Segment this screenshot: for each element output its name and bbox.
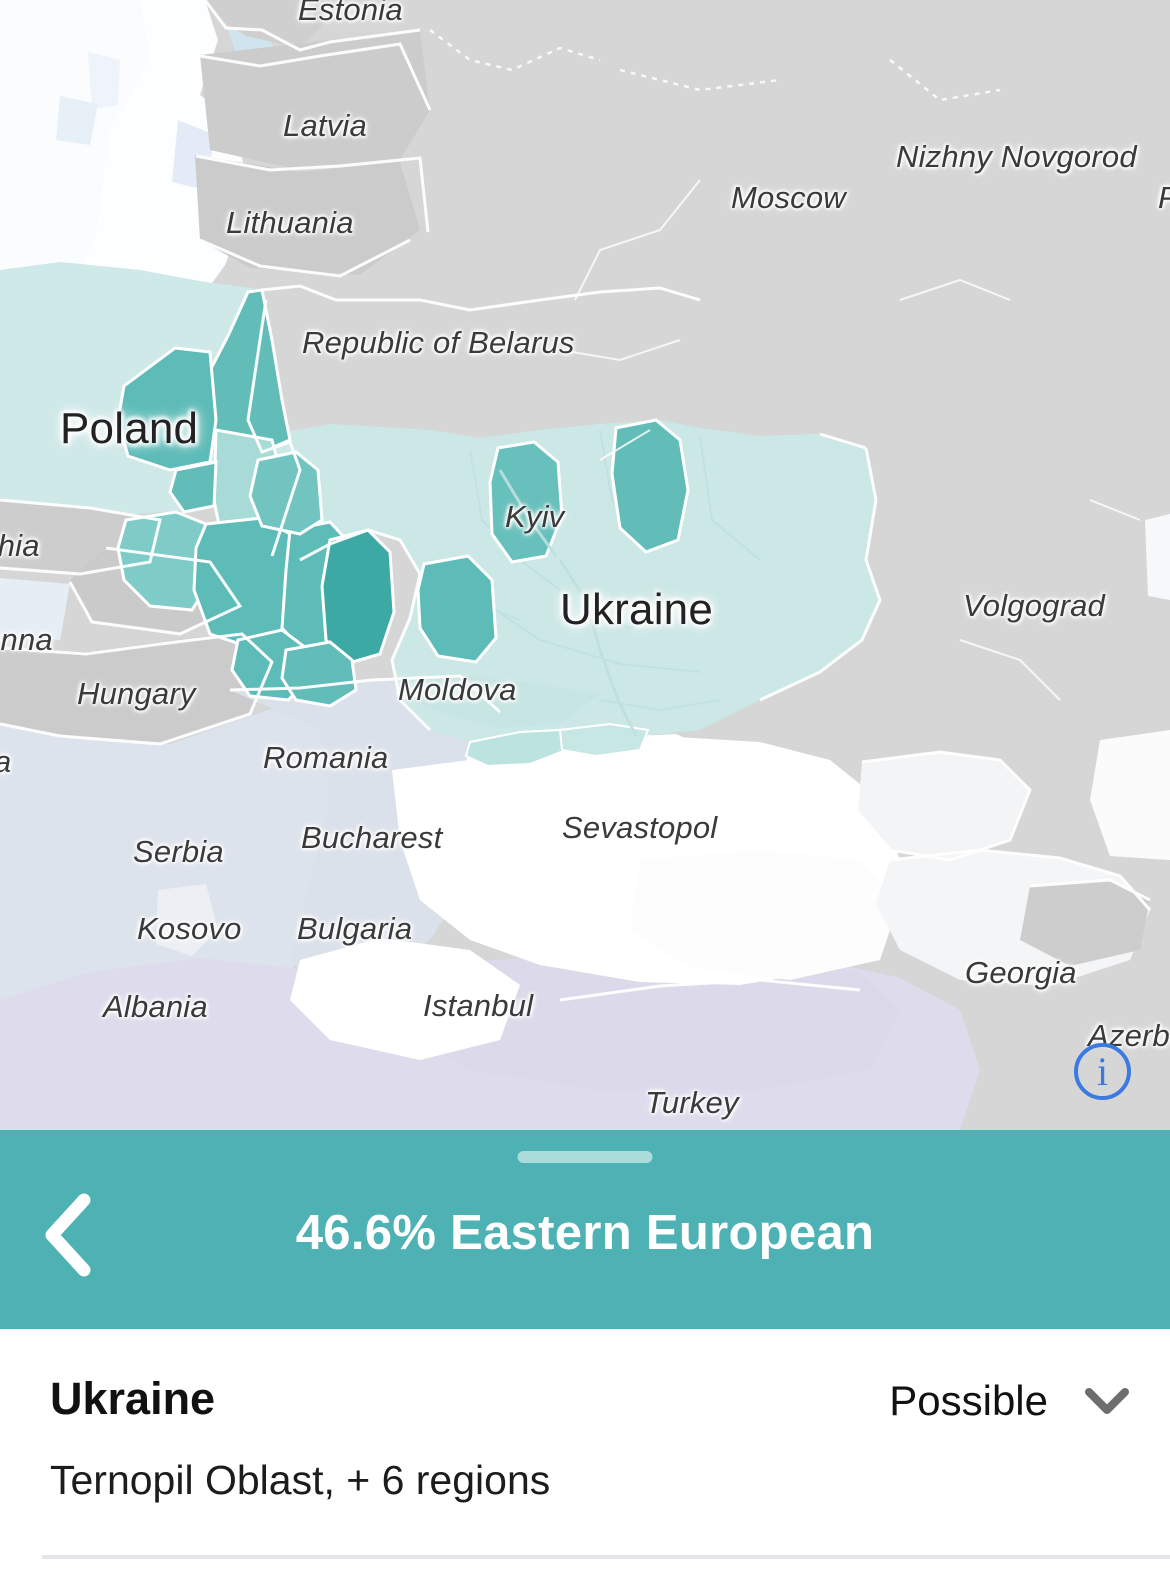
region-row: Ukraine Possible bbox=[50, 1373, 1130, 1435]
info-glyph: i bbox=[1096, 1048, 1109, 1094]
list-divider bbox=[42, 1555, 1170, 1559]
region-detail-panel: Ukraine Possible Ternopil Oblast, + 6 re… bbox=[0, 1329, 1170, 1573]
chevron-left-icon bbox=[45, 1193, 91, 1277]
confidence-dropdown[interactable]: Possible bbox=[889, 1377, 1130, 1425]
drag-handle[interactable] bbox=[517, 1151, 653, 1163]
map-canvas[interactable]: Estonia Latvia Lithuania Moscow Nizhny Novgo… bbox=[0, 0, 1170, 1130]
page-title: 46.6% Eastern European bbox=[295, 1206, 875, 1260]
back-button[interactable] bbox=[32, 1190, 106, 1280]
info-icon[interactable]: i bbox=[1074, 1043, 1131, 1100]
chevron-down-icon[interactable] bbox=[1084, 1386, 1130, 1416]
ethnicity-header-bar bbox=[0, 1130, 1170, 1329]
map-graphic[interactable] bbox=[0, 0, 1170, 1130]
sub-regions-text: Ternopil Oblast, + 6 regions bbox=[50, 1457, 551, 1503]
region-title: Ukraine bbox=[50, 1373, 216, 1424]
confidence-label: Possible bbox=[889, 1377, 1048, 1424]
